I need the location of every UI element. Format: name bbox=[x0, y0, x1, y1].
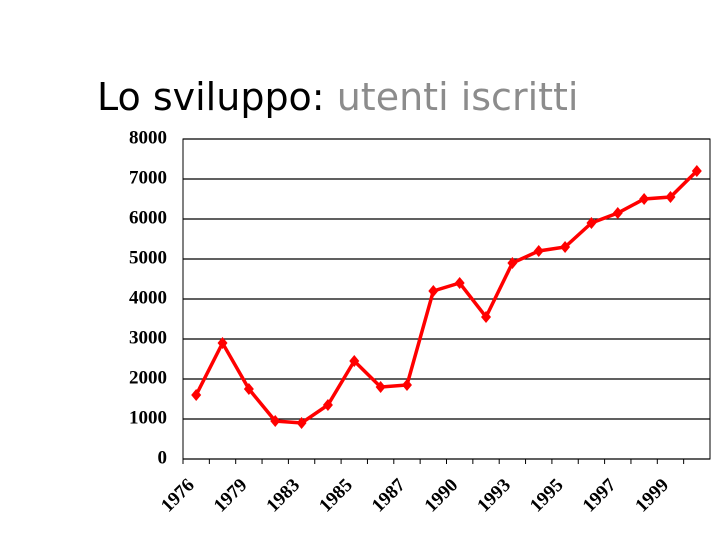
y-tick-label: 0 bbox=[158, 447, 168, 468]
x-tick-label: 1979 bbox=[210, 475, 252, 517]
marker bbox=[560, 241, 571, 253]
title-main: Lo sviluppo: bbox=[97, 75, 325, 119]
marker bbox=[217, 337, 228, 349]
marker bbox=[296, 417, 307, 429]
x-tick-label: 1999 bbox=[631, 475, 673, 517]
y-tick-label: 2000 bbox=[129, 367, 167, 388]
y-tick-label: 3000 bbox=[129, 327, 167, 348]
marker bbox=[375, 381, 386, 393]
y-tick-label: 6000 bbox=[129, 207, 167, 228]
marker bbox=[533, 245, 544, 257]
marker bbox=[191, 389, 202, 401]
x-tick-label: 1997 bbox=[579, 474, 621, 516]
y-tick-label: 7000 bbox=[129, 167, 167, 188]
marker bbox=[691, 165, 702, 177]
x-tick-label: 1983 bbox=[262, 475, 304, 517]
marker bbox=[665, 191, 676, 203]
marker bbox=[322, 399, 333, 411]
marker bbox=[270, 415, 281, 427]
marker bbox=[586, 217, 597, 229]
marker bbox=[612, 207, 623, 219]
chart-title: Lo sviluppo: utenti iscritti bbox=[97, 75, 579, 119]
y-tick-label: 1000 bbox=[129, 407, 167, 428]
y-tick-label: 4000 bbox=[129, 287, 167, 308]
marker bbox=[481, 311, 492, 323]
x-tick-label: 1995 bbox=[526, 475, 568, 517]
x-tick-label: 1993 bbox=[473, 475, 515, 517]
marker bbox=[243, 383, 254, 395]
marker bbox=[454, 277, 465, 289]
marker bbox=[639, 193, 650, 205]
x-tick-label: 1985 bbox=[315, 475, 357, 517]
title-highlight: utenti iscritti bbox=[337, 75, 579, 119]
marker bbox=[401, 379, 412, 391]
marker bbox=[507, 257, 518, 269]
marker bbox=[349, 355, 360, 367]
y-tick-label: 5000 bbox=[129, 247, 167, 268]
marker bbox=[428, 285, 439, 297]
x-tick-label: 1990 bbox=[421, 475, 463, 517]
x-tick-label: 1976 bbox=[157, 475, 199, 517]
y-tick-label: 8000 bbox=[129, 127, 167, 148]
x-tick-label: 1987 bbox=[368, 474, 410, 516]
